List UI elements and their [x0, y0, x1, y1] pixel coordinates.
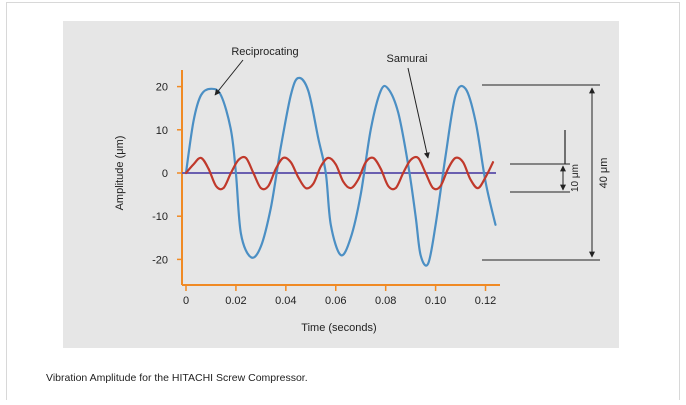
samurai-label: Samurai	[387, 53, 428, 65]
x-tick-label: 0.04	[275, 295, 296, 307]
samurai-arrow	[407, 67, 430, 159]
y-tick-label: -10	[152, 211, 168, 223]
y-tick-label: 20	[156, 82, 168, 94]
x-tick-label: 0.02	[225, 295, 246, 307]
x-tick-label: 0.08	[375, 295, 396, 307]
dim-large-label: 40 μm	[598, 158, 610, 189]
series-line-samurai	[184, 155, 495, 191]
reciprocating-label: Reciprocating	[231, 46, 298, 58]
x-tick-label: 0.06	[325, 295, 346, 307]
x-tick-label: 0.12	[475, 295, 496, 307]
series-lines	[182, 76, 497, 267]
x-tick-label: 0.10	[425, 295, 446, 307]
y-tick-label: -20	[152, 254, 168, 266]
x-axis-label: Time (seconds)	[301, 322, 376, 334]
y-tick-label: 0	[162, 168, 168, 180]
y-tick-label: 10	[156, 125, 168, 137]
axes	[177, 70, 500, 291]
dim-small-label: 10 μm	[570, 164, 581, 192]
tick-labels: 20 10 0 -10 -20 0 0.02 0.04 0.06 0.08 0.10 0.12	[152, 82, 496, 307]
y-axis-label: Amplitude (μm)	[114, 136, 126, 211]
series-line-reciprocating	[184, 76, 497, 267]
reciprocating-arrow	[214, 59, 244, 96]
chart-panel	[63, 21, 619, 348]
x-tick-label: 0	[183, 295, 189, 307]
figure-frame	[6, 2, 680, 400]
figure-caption: Vibration Amplitude for the HITACHI Scre…	[46, 372, 308, 384]
